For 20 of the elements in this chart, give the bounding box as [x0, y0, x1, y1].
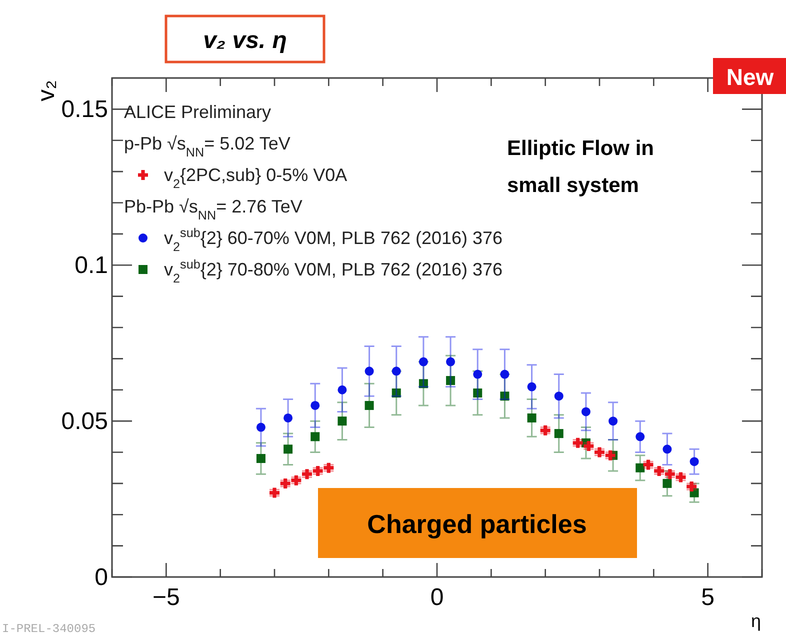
x-tick-label: 5 [701, 584, 715, 611]
x-tick-label: 0 [430, 584, 444, 611]
x-axis-title: η [750, 611, 762, 631]
text: I-PREL-340095 [2, 622, 96, 636]
legend-label: v$_{2}${2PC,sub} 0-5% V0A [164, 165, 348, 191]
y-axis-title: v₂ [33, 80, 60, 102]
annotation: Pb-Pb √s$_{NN}$= 2.76 TeV [124, 196, 302, 222]
x-tick-label: −5 [152, 584, 180, 611]
y-tick-label: 0.05 [61, 408, 108, 436]
legend-label: v$_{2}$$^{sub}${2} 60-70% V0M, PLB 762 (2016) 376 [164, 226, 503, 254]
legend-label: v$_{2}$$^{sub}${2} 70-80% V0M, PLB 762 (2016) 376 [164, 258, 503, 286]
annotation: Elliptic Flow in small system [507, 137, 654, 197]
y-tick-label: 0 [94, 564, 108, 591]
annotation: ALICE Preliminary [124, 102, 272, 122]
annotation: New [726, 64, 774, 90]
annotation: Charged particles [367, 509, 587, 539]
y-tick-label: 0.15 [61, 96, 108, 124]
y-tick-label: 0.1 [74, 252, 108, 280]
annotation: p-Pb √s$_{NN}$= 5.02 TeV [124, 134, 290, 160]
chart-title: v₂ vs. η [203, 27, 287, 54]
